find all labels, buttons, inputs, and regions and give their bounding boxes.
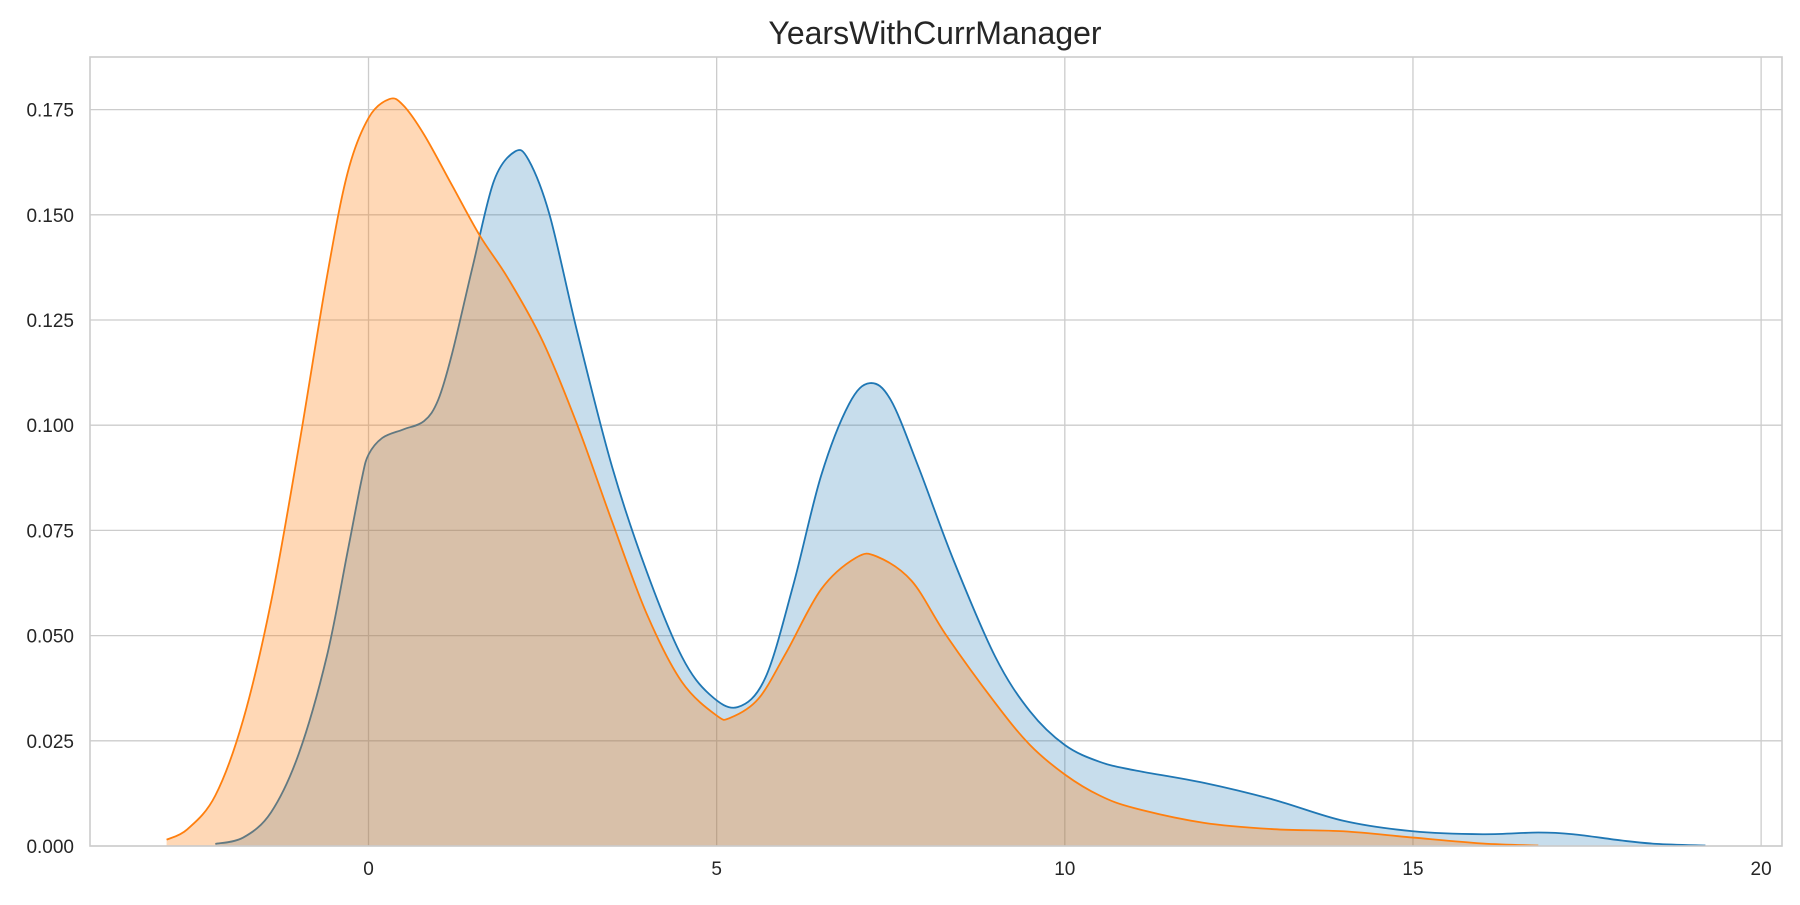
- y-tick-label: 0.175: [26, 101, 74, 122]
- y-tick-label: 0.050: [26, 627, 74, 648]
- x-tick-label: 10: [1054, 859, 1075, 880]
- x-tick-label: 20: [1751, 859, 1772, 880]
- y-tick-label: 0.100: [26, 416, 74, 437]
- series-1-area: [215, 149, 1706, 847]
- y-tick-label: 0.075: [26, 521, 74, 542]
- y-tick-label: 0.000: [26, 837, 74, 858]
- x-tick-label: 0: [363, 859, 374, 880]
- x-tick-label: 5: [711, 859, 722, 880]
- y-tick-label: 0.025: [26, 732, 74, 753]
- y-tick-label: 0.125: [26, 311, 74, 332]
- series-2-line: [166, 97, 1539, 847]
- series-2-area: [166, 98, 1539, 846]
- y-tick-label: 0.150: [26, 206, 74, 227]
- series-layer: [166, 97, 1706, 847]
- series-1-line: [215, 149, 1706, 847]
- axis-layer: 0 5 10 15 20 0.000 0.025 0.050 0.075 0.100 0.125 0.…: [26, 101, 1771, 880]
- chart-title: YearsWithCurrManager: [768, 15, 1102, 51]
- plot-frame: [89, 56, 1783, 847]
- x-tick-label: 15: [1402, 859, 1423, 880]
